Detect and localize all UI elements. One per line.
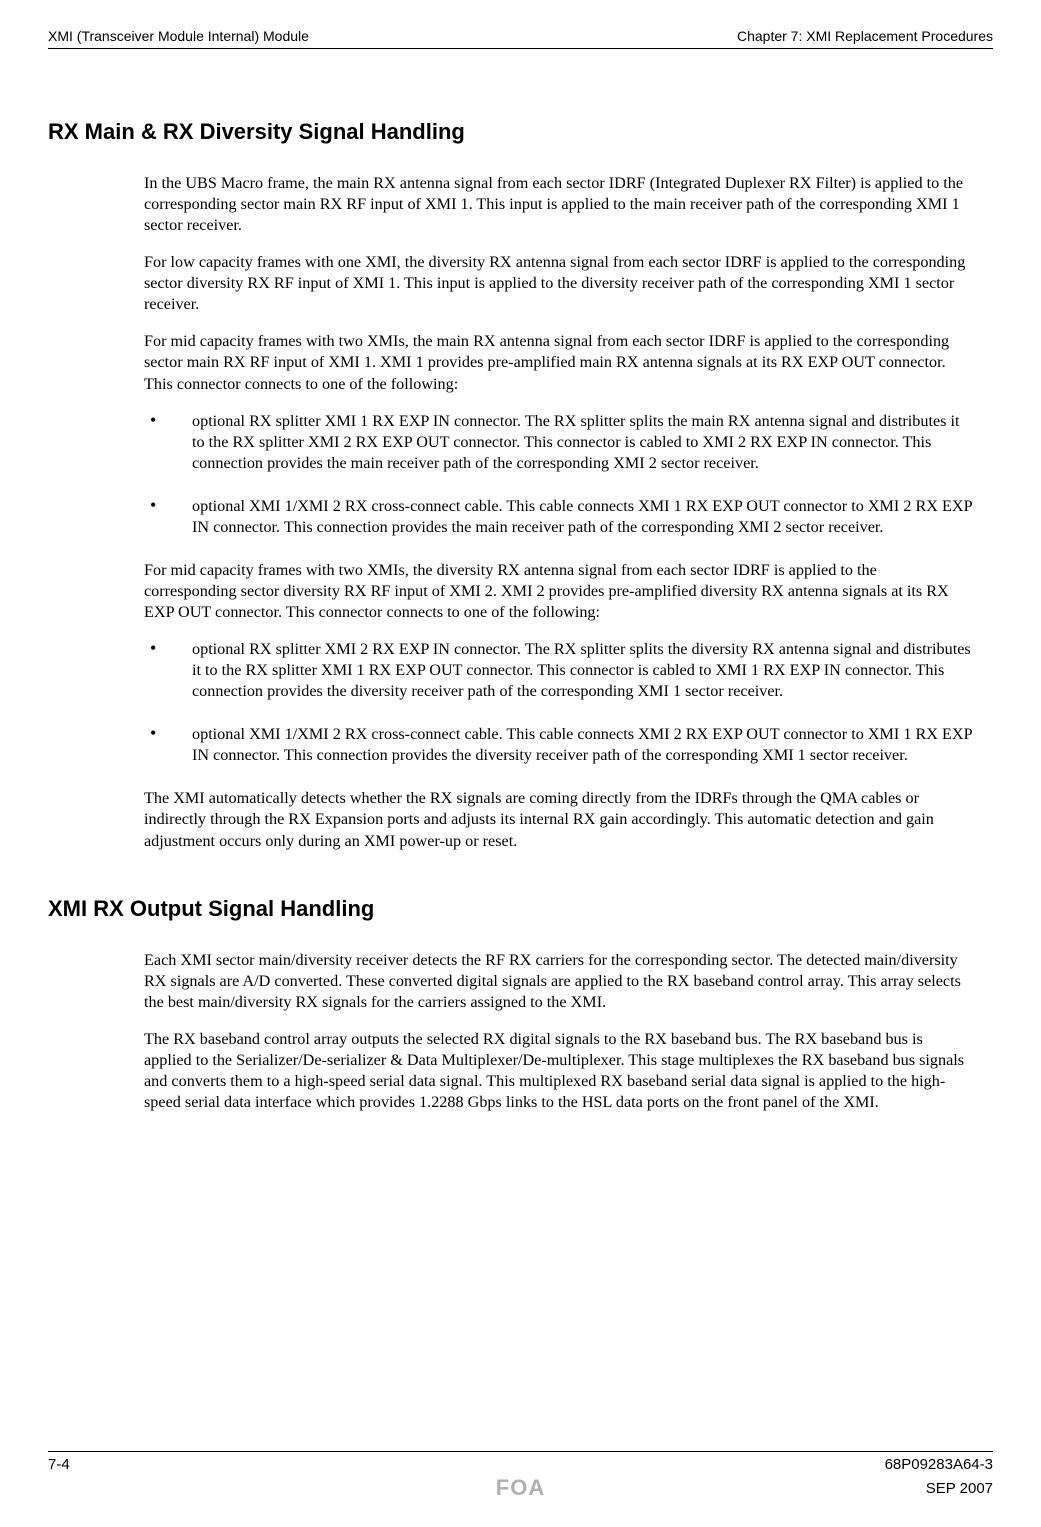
bullet-list: optional RX splitter XMI 2 RX EXP IN con… [144, 639, 973, 766]
paragraph: In the UBS Macro frame, the main RX ante… [144, 173, 973, 236]
header-right: Chapter 7: XMI Replacement Procedures [737, 28, 993, 44]
footer-page-number: 7-4 [48, 1456, 70, 1473]
paragraph: The RX baseband control array outputs th… [144, 1029, 973, 1113]
list-item: optional XMI 1/XMI 2 RX cross-connect ca… [144, 496, 973, 538]
section-body-rx-main: In the UBS Macro frame, the main RX ante… [144, 173, 973, 852]
footer-doc-number: 68P09283A64-3 [885, 1456, 993, 1473]
paragraph: For low capacity frames with one XMI, th… [144, 252, 973, 315]
paragraph: For mid capacity frames with two XMIs, t… [144, 331, 973, 394]
paragraph: The XMI automatically detects whether th… [144, 788, 973, 851]
paragraph: Each XMI sector main/diversity receiver … [144, 950, 973, 1013]
list-item: optional RX splitter XMI 1 RX EXP IN con… [144, 411, 973, 474]
header-left: XMI (Transceiver Module Internal) Module [48, 28, 309, 44]
footer-rule [48, 1451, 993, 1452]
page-header: XMI (Transceiver Module Internal) Module… [48, 28, 993, 44]
paragraph: For mid capacity frames with two XMIs, t… [144, 560, 973, 623]
list-item: optional XMI 1/XMI 2 RX cross-connect ca… [144, 724, 973, 766]
bullet-list: optional RX splitter XMI 1 RX EXP IN con… [144, 411, 973, 538]
section-heading-rx-output: XMI RX Output Signal Handling [48, 896, 993, 922]
page-footer: 7-4 68P09283A64-3 FOA SEP 2007 [48, 1451, 993, 1501]
section-heading-rx-main: RX Main & RX Diversity Signal Handling [48, 119, 993, 145]
section-body-rx-output: Each XMI sector main/diversity receiver … [144, 950, 973, 1113]
footer-date: SEP 2007 [545, 1480, 993, 1497]
footer-watermark: FOA [496, 1475, 545, 1501]
list-item: optional RX splitter XMI 2 RX EXP IN con… [144, 639, 973, 702]
header-rule [48, 48, 993, 49]
